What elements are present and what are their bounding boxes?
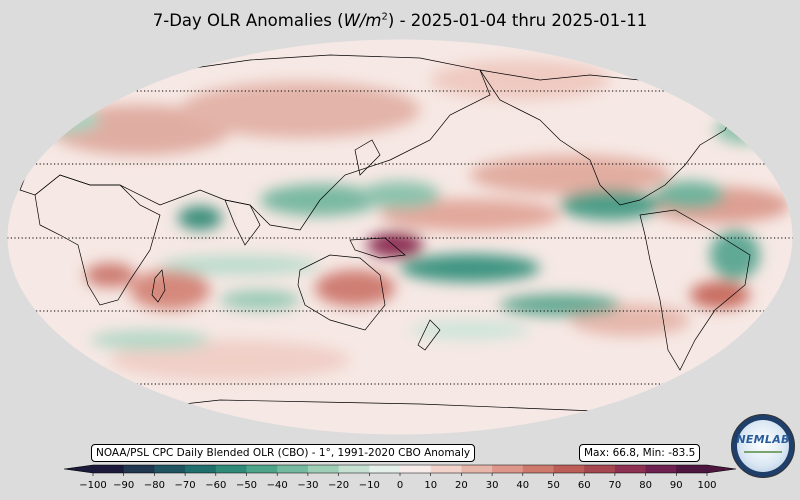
lab-logo-seal: NEMLAB <box>731 414 795 478</box>
australia-outline <box>297 254 386 331</box>
colorbar-segment <box>93 465 125 473</box>
colorbar-segment <box>400 465 432 473</box>
colorbar-tick-label: 30 <box>486 480 499 491</box>
colorbar-segment <box>215 465 247 473</box>
colorbar-segment <box>522 465 554 473</box>
colorbar-tick-label: 90 <box>670 480 683 491</box>
madagascar-outline <box>151 269 166 303</box>
colorbar-tick-label: −50 <box>236 480 257 491</box>
greenland-outline <box>689 54 736 76</box>
colorbar-segment <box>154 465 186 473</box>
max-min-label: Max: 66.8, Min: -83.5 <box>579 444 701 462</box>
colorbar-segment <box>553 465 585 473</box>
colorbar-tick-label: −40 <box>267 480 288 491</box>
globe-outline <box>6 38 794 436</box>
colorbar-tick-label: 0 <box>397 480 403 491</box>
colorbar-tick-label: −30 <box>297 480 318 491</box>
colorbar-segment <box>645 465 677 473</box>
colorbar-tick-label: 70 <box>609 480 622 491</box>
anomaly-field <box>20 60 790 380</box>
colorbar-tick-label: −80 <box>144 480 165 491</box>
colorbar-segment <box>369 465 401 473</box>
new-zealand-outline <box>417 319 441 351</box>
data-source-label: NOAA/PSL CPC Daily Blended OLR (CBO) - 1… <box>91 444 476 462</box>
antarctica-outline <box>129 399 681 435</box>
colorbar-segment <box>338 465 370 473</box>
south-america-outline <box>639 209 751 371</box>
colorbar-segment <box>614 465 647 473</box>
olr-anomaly-map <box>6 38 794 436</box>
colorbar-tick-label: −100 <box>79 480 106 491</box>
japan-outline <box>354 139 381 176</box>
colorbar: −100 −90 −80 −70 −60 −50 −40 −30 −20 −10 0 10 20 30 40… <box>63 464 737 491</box>
colorbar-tick-label: 10 <box>424 480 437 491</box>
colorbar-segment <box>676 465 708 473</box>
colorbar-segment <box>185 465 217 473</box>
colorbar-tick-label: −60 <box>205 480 226 491</box>
colorbar-tick-label: −90 <box>113 480 134 491</box>
colorbar-segment <box>492 465 524 473</box>
colorbar-tick-label: 40 <box>516 480 529 491</box>
colorbar-tick-label: −10 <box>359 480 380 491</box>
map-title: 7-Day OLR Anomalies (W/m2) - 2025-01-04 … <box>152 11 648 30</box>
colorbar-tick-label: 100 <box>697 480 716 491</box>
colorbar-segment <box>430 465 462 473</box>
colorbar-segment <box>307 465 340 473</box>
india-outline <box>224 199 261 246</box>
colorbar-segment <box>277 465 309 473</box>
colorbar-tick-label: −20 <box>328 480 349 491</box>
colorbar-tick-label: −70 <box>175 480 196 491</box>
colorbar-segment <box>123 465 155 473</box>
colorbar-tick-label: 60 <box>578 480 591 491</box>
colorbar-extend-max <box>707 465 736 473</box>
colorbar-tick-label: 20 <box>455 480 468 491</box>
colorbar-segment <box>246 465 278 473</box>
colorbar-segment <box>584 465 616 473</box>
colorbar-tick-label: 80 <box>639 480 652 491</box>
colorbar-tick-label: 50 <box>547 480 560 491</box>
colorbar-extend-min <box>64 465 93 473</box>
colorbar-segment <box>461 465 493 473</box>
